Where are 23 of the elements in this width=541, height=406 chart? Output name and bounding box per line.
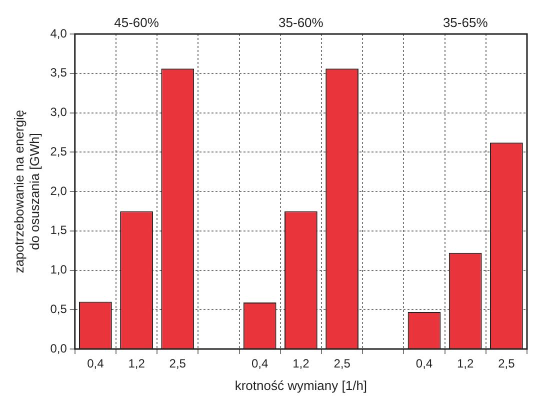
x-tick-label: 1,2 <box>128 356 146 371</box>
x-tick-label: 1,2 <box>457 356 474 371</box>
x-tick-label: 1,2 <box>292 356 310 371</box>
x-tick-label: 2,5 <box>498 356 516 371</box>
y-tick-label: 1,5 <box>50 223 68 238</box>
y-tick-label: 2,5 <box>50 144 68 158</box>
x-axis-title: krotność wymiany [1/h] <box>234 378 368 393</box>
x-tick-label: 2,5 <box>169 356 186 371</box>
y-tick-label: 1,0 <box>50 262 68 277</box>
text: 35-65% <box>442 15 488 30</box>
y-axis-title: zapotrzebowanie na energię do osuszania [GWh] <box>11 110 42 274</box>
x-tick-label: 0,4 <box>87 356 104 371</box>
text: 45-60% <box>114 15 160 30</box>
y-tick-label: 3,0 <box>50 105 68 120</box>
y-tick-label: 0,0 <box>50 341 68 356</box>
y-tick-label: 0,5 <box>50 302 68 316</box>
x-tick-label: 0,4 <box>251 356 269 371</box>
y-tick-label: 4,0 <box>50 26 68 40</box>
x-tick-label: 0,4 <box>416 356 433 371</box>
text: 35-60% <box>278 15 324 30</box>
y-tick-label: 2,0 <box>50 184 68 198</box>
x-tick-label: 2,5 <box>334 356 351 371</box>
y-tick-label: 3,5 <box>50 66 68 80</box>
